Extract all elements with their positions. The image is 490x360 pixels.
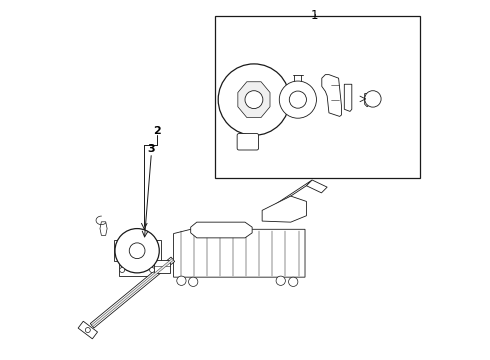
Circle shape	[289, 91, 306, 108]
Bar	[215, 16, 420, 178]
Circle shape	[279, 81, 317, 118]
Polygon shape	[270, 180, 312, 209]
Polygon shape	[78, 321, 98, 339]
Circle shape	[177, 276, 186, 285]
Text: 2: 2	[153, 126, 161, 136]
Circle shape	[129, 243, 145, 258]
Polygon shape	[322, 75, 342, 116]
Circle shape	[289, 277, 298, 287]
Polygon shape	[114, 240, 161, 276]
Polygon shape	[154, 260, 170, 273]
Polygon shape	[238, 82, 270, 117]
Polygon shape	[306, 180, 327, 193]
Polygon shape	[173, 229, 305, 277]
Polygon shape	[92, 258, 173, 327]
Polygon shape	[344, 84, 352, 111]
Circle shape	[115, 229, 159, 273]
Polygon shape	[100, 222, 107, 235]
Polygon shape	[262, 196, 306, 222]
Circle shape	[85, 328, 90, 333]
Circle shape	[245, 91, 263, 109]
Circle shape	[120, 267, 124, 273]
Circle shape	[218, 64, 290, 135]
Circle shape	[189, 277, 198, 287]
Text: 1: 1	[311, 9, 318, 22]
Polygon shape	[90, 257, 174, 328]
Text: 3: 3	[147, 144, 155, 154]
Circle shape	[149, 267, 155, 273]
Circle shape	[365, 91, 381, 107]
FancyBboxPatch shape	[237, 134, 259, 150]
Circle shape	[276, 276, 285, 285]
Polygon shape	[365, 94, 369, 107]
Polygon shape	[191, 222, 252, 238]
